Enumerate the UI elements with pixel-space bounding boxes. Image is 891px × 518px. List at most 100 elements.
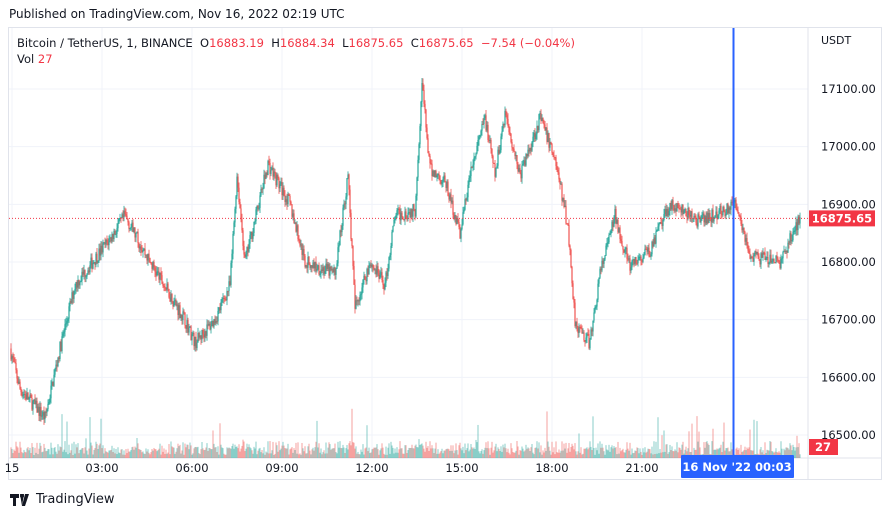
candle-body bbox=[83, 270, 85, 275]
candle-body bbox=[167, 283, 169, 289]
candle-body bbox=[409, 212, 411, 218]
volume-bar bbox=[577, 451, 579, 458]
candle-body bbox=[734, 199, 736, 203]
volume-bar bbox=[538, 442, 540, 458]
volume-bar bbox=[673, 451, 675, 458]
candle-body bbox=[262, 188, 264, 190]
volume-bar bbox=[563, 443, 565, 458]
candle-body bbox=[753, 254, 755, 262]
candle-body bbox=[161, 275, 163, 284]
open-label: O bbox=[200, 36, 210, 50]
candle-body bbox=[166, 283, 168, 290]
candle-body bbox=[147, 253, 149, 261]
candle-body bbox=[727, 203, 729, 214]
volume-bar bbox=[269, 441, 271, 458]
candle-body bbox=[143, 248, 145, 251]
volume-bar bbox=[574, 443, 576, 458]
volume-bar bbox=[781, 448, 783, 458]
volume-bar bbox=[605, 445, 607, 458]
candle-body bbox=[321, 269, 323, 271]
volume-bar bbox=[342, 444, 344, 458]
candle-body bbox=[145, 254, 147, 256]
candle-body bbox=[480, 130, 482, 136]
candle-body bbox=[709, 213, 711, 219]
volume-bar bbox=[769, 441, 771, 458]
candle-body bbox=[569, 245, 571, 250]
candle-body bbox=[492, 156, 494, 163]
candle-body bbox=[646, 249, 648, 252]
volume-bar bbox=[325, 442, 327, 458]
volume-bar bbox=[526, 448, 528, 458]
volume-bar bbox=[515, 450, 517, 458]
candle-body bbox=[782, 252, 784, 259]
candle-body bbox=[364, 275, 366, 280]
candle-body bbox=[710, 218, 712, 223]
volume-bar bbox=[348, 443, 350, 458]
volume-bar bbox=[451, 450, 453, 458]
volume-bar bbox=[35, 452, 37, 458]
tradingview-logo[interactable]: TradingView bbox=[10, 492, 115, 507]
low-value: 16875.65 bbox=[348, 36, 404, 50]
candle-body bbox=[134, 227, 136, 238]
candle-body bbox=[253, 221, 255, 233]
volume-bar bbox=[123, 450, 125, 458]
volume-bar bbox=[561, 441, 563, 458]
volume-bar bbox=[340, 447, 342, 458]
candle-body bbox=[34, 399, 36, 405]
volume-bar bbox=[747, 448, 749, 458]
volume-bar bbox=[33, 454, 35, 458]
candle-body bbox=[621, 240, 623, 247]
volume-bar bbox=[185, 447, 187, 458]
volume-bar bbox=[292, 452, 294, 458]
volume-bar bbox=[278, 441, 280, 458]
candle-body bbox=[352, 245, 354, 267]
candle-body bbox=[668, 210, 670, 216]
volume-bar bbox=[314, 447, 316, 458]
candle-body bbox=[297, 225, 299, 240]
volume-bar bbox=[648, 448, 650, 458]
volume-bar bbox=[308, 443, 310, 458]
candle-body bbox=[535, 134, 537, 140]
volume-bar bbox=[617, 441, 619, 458]
volume-bar bbox=[783, 448, 785, 458]
candle-body bbox=[747, 245, 749, 251]
chart-frame[interactable] bbox=[8, 27, 882, 480]
volume-bar bbox=[188, 449, 190, 458]
volume-bar bbox=[598, 453, 600, 458]
candle-body bbox=[162, 283, 164, 287]
volume-bar bbox=[304, 446, 306, 458]
volume-bar bbox=[364, 448, 366, 458]
volume-bar bbox=[290, 448, 292, 458]
volume-bar bbox=[85, 438, 87, 458]
candle-body bbox=[707, 212, 709, 223]
candle-body bbox=[658, 224, 660, 227]
volume-bar bbox=[415, 444, 417, 458]
volume-bar bbox=[727, 447, 729, 458]
candle-body bbox=[74, 289, 76, 291]
volume-bar bbox=[753, 419, 755, 458]
candle-body bbox=[203, 334, 205, 338]
candle-body bbox=[526, 153, 528, 157]
volume-bar bbox=[89, 417, 91, 458]
candle-body bbox=[379, 274, 381, 279]
volume-bar bbox=[66, 421, 68, 458]
volume-bar bbox=[379, 450, 381, 458]
candle-body bbox=[382, 279, 384, 285]
candle-body bbox=[749, 253, 751, 259]
volume-bar bbox=[637, 447, 639, 458]
volume-bar bbox=[609, 451, 611, 458]
candle-body bbox=[144, 248, 146, 256]
candle-body bbox=[268, 161, 270, 163]
volume-bar bbox=[117, 447, 119, 458]
candle-body bbox=[640, 256, 642, 261]
volume-bar bbox=[43, 443, 45, 458]
volume-bar bbox=[316, 420, 318, 458]
candle-body bbox=[294, 222, 296, 224]
volume-bar bbox=[712, 428, 714, 458]
volume-bar bbox=[699, 447, 701, 458]
candle-body bbox=[482, 123, 484, 125]
volume-bar bbox=[573, 449, 575, 458]
candle-body bbox=[559, 179, 561, 185]
candle-body bbox=[320, 269, 322, 275]
